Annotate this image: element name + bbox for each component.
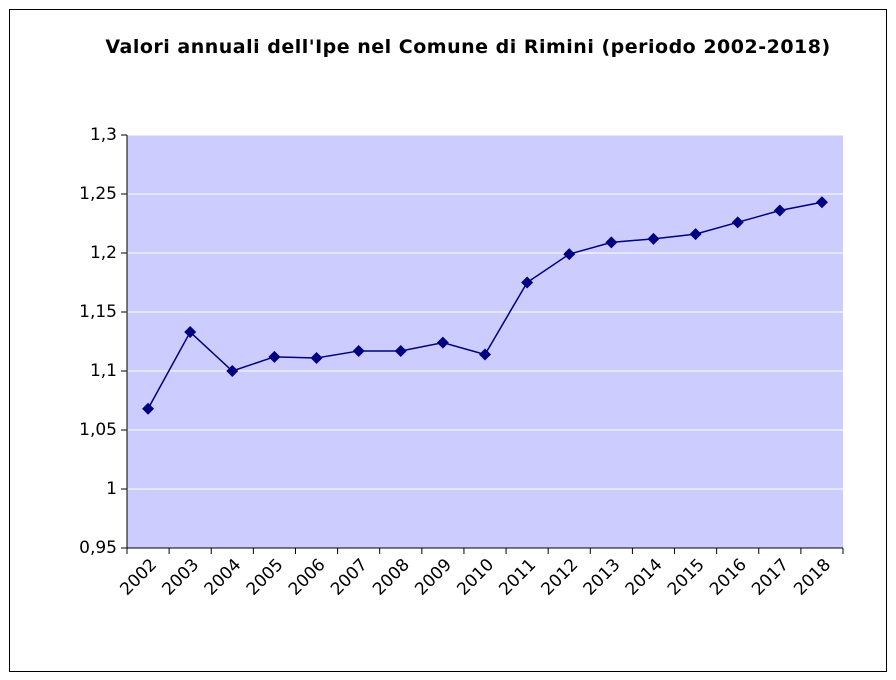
plot-area [127,135,843,548]
data-point [479,348,491,361]
y-tick-label: 1,25 [79,184,117,204]
y-tick-label: 1,3 [90,125,117,145]
data-point [521,276,534,289]
y-tick-label: 1,15 [79,302,117,322]
data-point [773,204,786,217]
data-point [436,336,449,349]
y-tick-label: 1,1 [90,361,117,381]
data-point [731,216,744,229]
data-point [268,350,281,363]
y-tick-label: 1,2 [90,243,117,263]
data-point [563,248,576,261]
y-tick-label: 1 [106,479,117,499]
data-point [647,232,660,245]
data-point [352,344,365,357]
data-point [142,402,155,415]
data-point [184,326,197,339]
y-tick-label: 1,05 [79,420,117,440]
data-point [605,236,618,249]
y-tick-label: 0,95 [79,538,117,558]
data-point [394,344,407,357]
data-point [689,228,702,241]
data-point [310,352,323,365]
data-point [226,365,239,377]
chart-title: Valori annuali dell'Ipe nel Comune di Ri… [105,36,831,58]
data-point [815,196,828,209]
